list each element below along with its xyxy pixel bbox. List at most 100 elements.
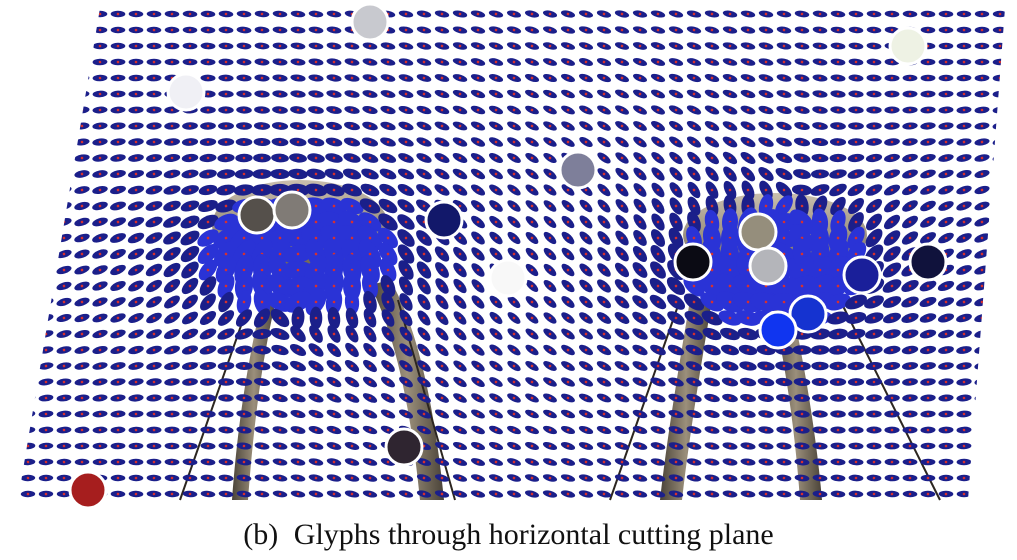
tensor-glyph [56, 330, 72, 338]
tensor-glyph [650, 377, 666, 387]
tensor-glyph [938, 474, 954, 482]
tensor-glyph [633, 198, 647, 214]
tensor-glyph [883, 246, 901, 262]
tensor-glyph [938, 106, 954, 114]
tensor-glyph [597, 295, 611, 309]
tensor-glyph [74, 442, 90, 450]
tensor-glyph [380, 90, 396, 98]
tensor-glyph [920, 169, 936, 179]
tensor-glyph [884, 378, 900, 386]
tensor-glyph [309, 306, 323, 330]
tensor-glyph [308, 26, 324, 34]
tensor-glyph [902, 184, 918, 196]
tensor-glyph [632, 26, 648, 34]
tensor-glyph [308, 458, 324, 466]
tensor-glyph [272, 474, 288, 482]
tensor-glyph [884, 394, 900, 402]
tensor-glyph [937, 297, 955, 307]
tensor-glyph [865, 345, 883, 355]
tensor-glyph [253, 361, 271, 371]
tensor-glyph [110, 313, 126, 323]
tensor-glyph [507, 184, 521, 196]
tensor-glyph [866, 138, 882, 146]
tensor-glyph [398, 26, 414, 34]
tensor-glyph [705, 151, 719, 165]
tensor-glyph [974, 42, 990, 50]
tensor-glyph [92, 249, 108, 259]
tensor-glyph [381, 360, 395, 372]
tensor-glyph [560, 425, 576, 435]
tensor-glyph [794, 42, 810, 50]
glyph-cutting-plane-figure [20, 4, 1005, 508]
tensor-glyph [200, 378, 216, 386]
tensor-glyph [507, 490, 521, 498]
tensor-glyph [578, 377, 594, 387]
tensor-glyph [560, 26, 576, 34]
tensor-glyph [110, 74, 126, 82]
tensor-glyph [668, 474, 684, 482]
tensor-glyph [974, 90, 990, 98]
tensor-glyph [398, 42, 414, 50]
tensor-glyph [200, 442, 216, 450]
tensor-glyph [543, 361, 557, 371]
tensor-glyph [470, 137, 486, 147]
tensor-glyph [434, 168, 450, 180]
tensor-glyph [489, 295, 503, 309]
tensor-glyph [434, 26, 450, 34]
tensor-glyph [561, 137, 575, 147]
tensor-glyph [110, 378, 126, 386]
tensor-glyph [543, 425, 557, 435]
tensor-glyph [74, 265, 90, 275]
tensor-glyph [344, 74, 360, 82]
tensor-glyph [614, 279, 630, 293]
tensor-glyph [615, 136, 629, 148]
tensor-glyph [452, 199, 468, 213]
tensor-glyph [704, 42, 720, 50]
tensor-glyph [687, 181, 701, 199]
tensor-glyph [290, 442, 306, 450]
tensor-glyph [416, 42, 432, 50]
tensor-glyph [344, 90, 360, 98]
tensor-glyph [128, 10, 144, 18]
tensor-glyph [290, 58, 306, 66]
tensor-glyph [146, 58, 162, 66]
tensor-glyph [704, 410, 720, 418]
tensor-glyph [828, 345, 848, 355]
tensor-glyph [145, 216, 163, 228]
tensor-glyph [38, 426, 54, 434]
tensor-glyph [614, 474, 630, 482]
tensor-glyph [650, 229, 666, 247]
tensor-glyph [128, 264, 144, 276]
tensor-glyph [793, 361, 811, 371]
tensor-glyph [920, 58, 936, 66]
tensor-glyph [561, 328, 575, 340]
tensor-glyph [164, 394, 180, 402]
tensor-glyph [218, 122, 234, 130]
tensor-glyph [578, 409, 594, 419]
tensor-glyph [525, 280, 539, 292]
tensor-glyph [217, 138, 235, 146]
tensor-glyph [164, 378, 180, 386]
tensor-glyph [579, 136, 593, 148]
tensor-glyph [359, 198, 381, 214]
tensor-glyph [792, 345, 812, 355]
tensor-glyph [236, 58, 252, 66]
tensor-glyph [236, 74, 252, 82]
tensor-glyph [416, 474, 432, 482]
tensor-glyph [633, 89, 647, 99]
tensor-glyph [128, 296, 144, 308]
tensor-glyph [453, 262, 467, 278]
tensor-glyph [596, 442, 612, 450]
tensor-glyph [127, 248, 145, 260]
tensor-glyph [793, 169, 811, 179]
marker-slate-center [558, 150, 598, 190]
tensor-glyph [847, 378, 865, 386]
tensor-glyph [938, 329, 954, 339]
tensor-glyph [811, 361, 829, 371]
tensor-glyph [218, 394, 234, 402]
tensor-glyph [236, 458, 252, 466]
tensor-glyph [128, 169, 144, 179]
tensor-glyph [362, 425, 378, 435]
tensor-glyph [507, 393, 521, 403]
tensor-glyph [128, 74, 144, 82]
